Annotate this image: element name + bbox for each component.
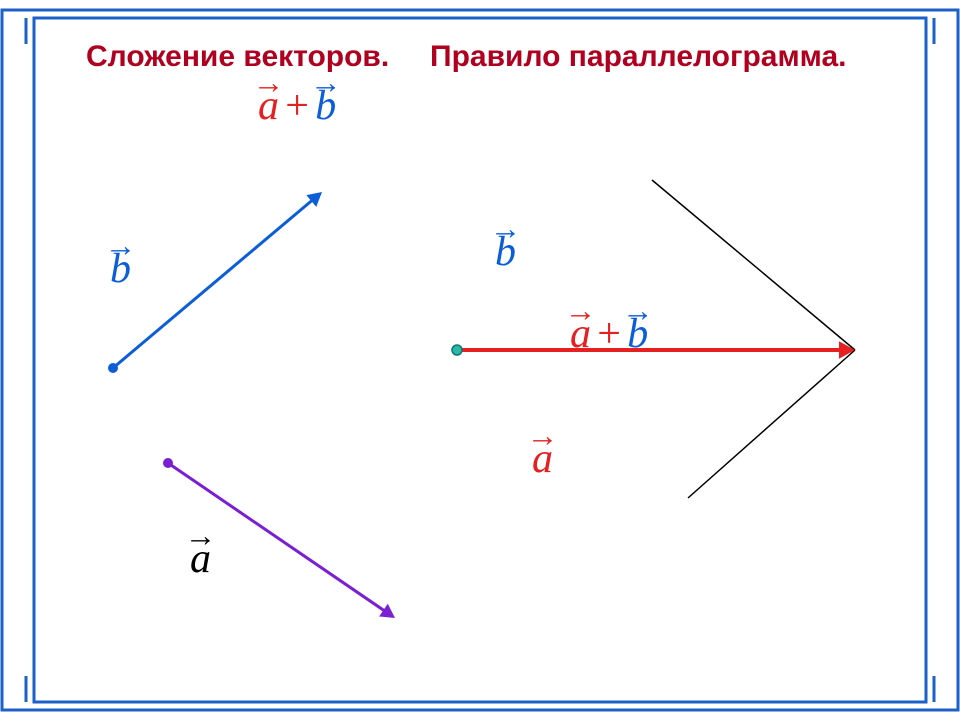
var-b: b	[315, 82, 336, 130]
label-a-plus-b-top: a+b	[258, 82, 336, 130]
var-a: a	[532, 435, 553, 483]
var-a: a	[570, 310, 591, 358]
diagram-svg	[0, 0, 960, 720]
diagram-stage: Сложение векторов. Правило параллелограм…	[0, 0, 960, 720]
label-a-plus-b-right: a+b	[570, 310, 648, 358]
var-a: a	[258, 82, 279, 130]
title-part-1: Сложение векторов.	[86, 40, 389, 74]
title-part-2: Правило параллелограмма.	[430, 40, 847, 74]
var-b: b	[627, 310, 648, 358]
var-a: a	[190, 535, 211, 583]
label-b-right: b	[495, 228, 516, 276]
var-b: b	[110, 245, 131, 293]
label-a-right: a	[532, 435, 553, 483]
var-b: b	[495, 228, 516, 276]
label-a-left: a	[190, 535, 211, 583]
label-b-left: b	[110, 245, 131, 293]
